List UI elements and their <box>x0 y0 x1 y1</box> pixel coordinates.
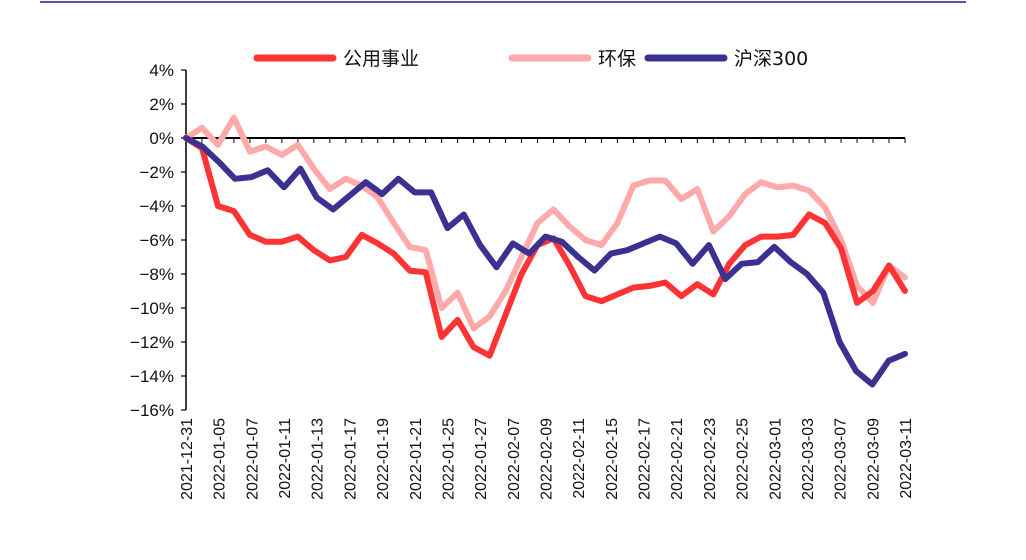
y-tick-label: −12% <box>130 333 174 352</box>
y-tick-label: −6% <box>140 231 175 250</box>
series-line-1 <box>183 114 908 332</box>
y-tick-label: −8% <box>140 265 175 284</box>
y-tick-label: 4% <box>149 61 174 80</box>
legend-label-1: 环保 <box>598 48 636 70</box>
x-tick-label: 2022-01-07 <box>244 418 261 500</box>
x-tick-label: 2022-03-03 <box>800 418 817 500</box>
x-tick-label: 2022-02-15 <box>604 418 621 500</box>
y-tick-label: −14% <box>130 367 174 386</box>
x-tick-label: 2022-01-11 <box>277 418 294 499</box>
y-tick-label: 2% <box>149 95 174 114</box>
x-tick-label: 2022-01-21 <box>408 418 425 500</box>
x-tick-label: 2022-01-19 <box>375 418 392 500</box>
y-axis: 4% 2% 0% −2% −4% −6% −8% −10% −12% −14% −16% <box>130 61 187 420</box>
legend: 公用事业 环保 沪深300 <box>253 48 808 70</box>
y-tick-label: −2% <box>140 163 175 182</box>
x-tick-label: 2022-02-11 <box>571 418 588 499</box>
series-line-2 <box>183 135 908 388</box>
series-layer <box>183 114 908 388</box>
x-tick-label: 2022-02-23 <box>702 418 719 500</box>
x-tick-label: 2022-01-27 <box>473 418 490 500</box>
x-tick-label: 2022-03-11 <box>898 418 915 499</box>
x-tick-label: 2022-03-01 <box>767 418 784 500</box>
x-tick-label: 2022-03-07 <box>833 418 850 500</box>
x-tick-label: 2022-02-25 <box>735 418 752 500</box>
y-tick-label: −4% <box>140 197 175 216</box>
y-tick-label: −16% <box>130 401 174 420</box>
x-tick-label: 2022-01-05 <box>212 418 229 500</box>
series-line-0 <box>183 135 908 359</box>
x-tick-label: 2022-02-09 <box>539 418 556 500</box>
x-tick-label: 2022-02-21 <box>669 418 686 500</box>
x-tick-label: 2022-01-13 <box>310 418 327 500</box>
x-tick-label: 2022-01-17 <box>342 418 359 500</box>
y-tick-label: 0% <box>149 129 174 148</box>
x-axis: 2021-12-31 2022-01-05 2022-01-07 2022-01-11… <box>179 137 915 500</box>
x-tick-label: 2022-01-25 <box>440 418 457 500</box>
legend-label-0: 公用事业 <box>343 48 419 70</box>
legend-label-2: 沪深300 <box>734 48 808 70</box>
x-tick-label: 2022-02-07 <box>506 418 523 500</box>
y-tick-label: −10% <box>130 299 174 318</box>
x-tick-label: 2021-12-31 <box>179 418 196 500</box>
x-tick-label: 2022-03-09 <box>865 418 882 500</box>
x-tick-label: 2022-02-17 <box>637 418 654 500</box>
